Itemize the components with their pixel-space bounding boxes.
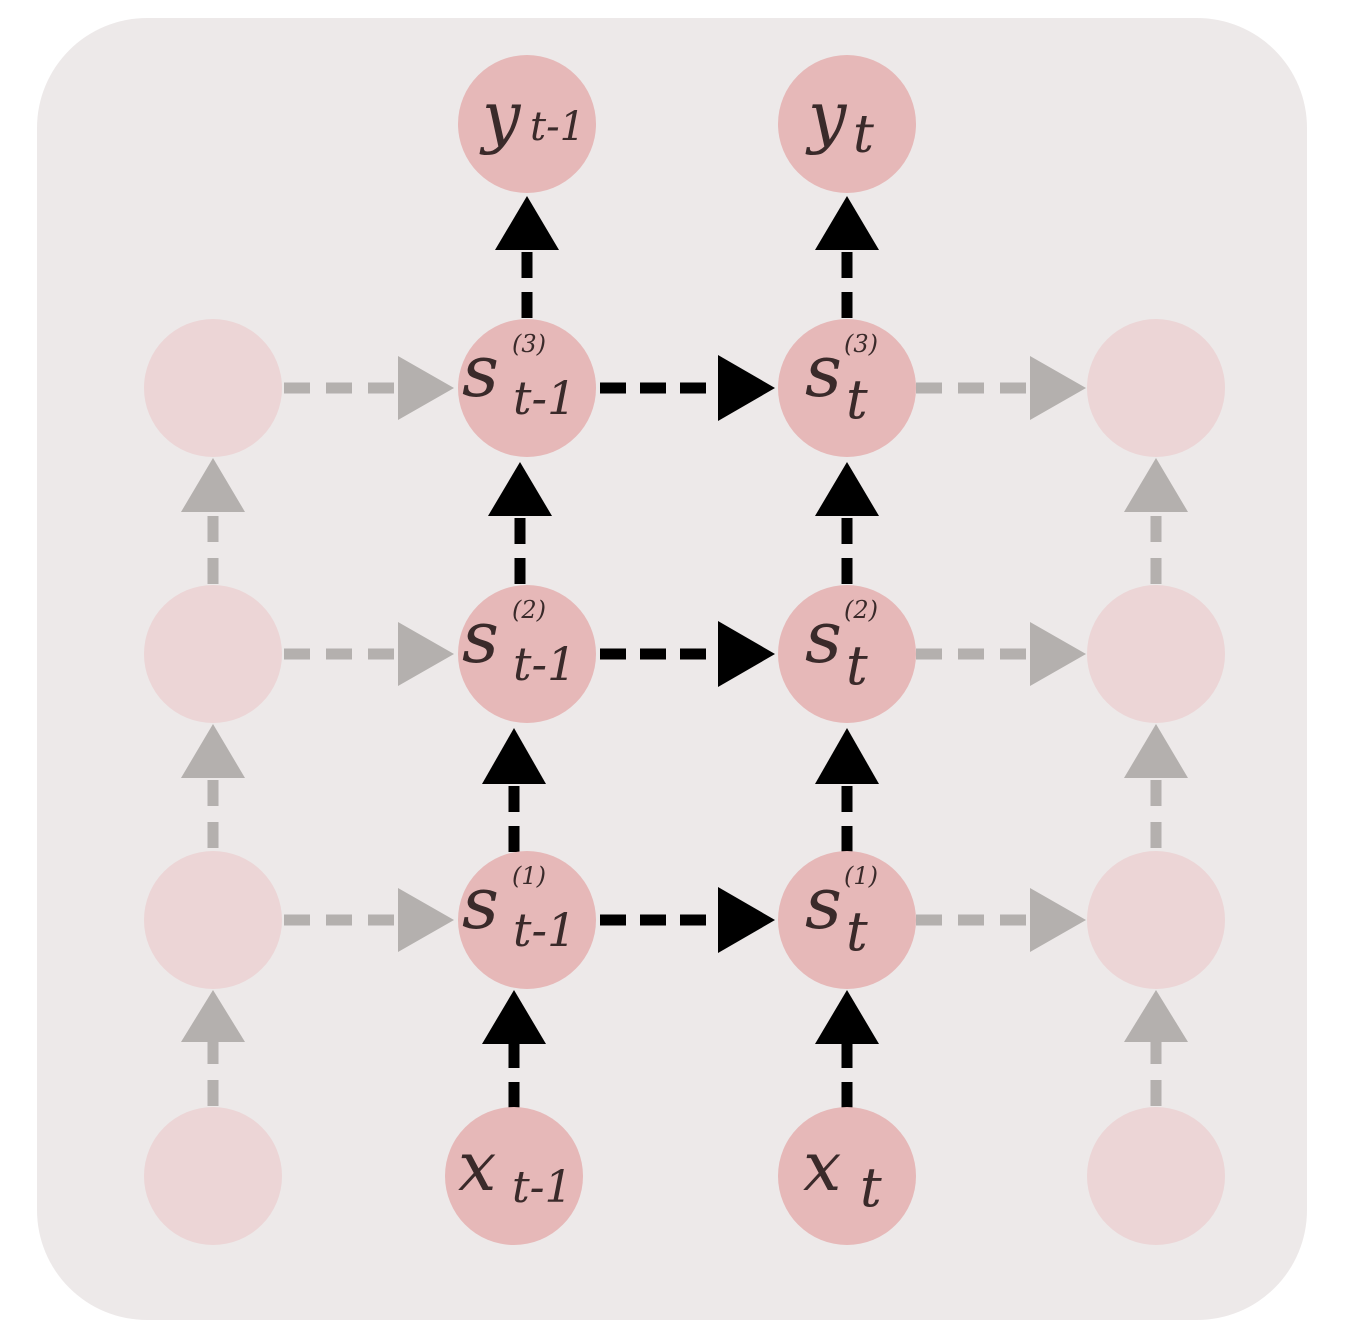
arrowhead bbox=[1030, 356, 1086, 420]
label-subscript: t-1 bbox=[513, 903, 576, 957]
label-y-curr: y t bbox=[805, 78, 874, 165]
label-s3-curr: s (3) t bbox=[805, 329, 878, 431]
label-y-prev: y t-1 bbox=[479, 78, 585, 157]
node-s3-curr bbox=[778, 319, 916, 457]
node-x-prev bbox=[445, 1107, 583, 1245]
label-base: s bbox=[462, 595, 499, 679]
active-edges bbox=[508, 248, 853, 1108]
arrowhead bbox=[718, 355, 775, 421]
faded-edges bbox=[207, 382, 1162, 1106]
diagram-panel bbox=[37, 18, 1307, 1320]
arrowhead bbox=[482, 728, 546, 784]
node-right-s1 bbox=[1087, 851, 1225, 989]
active-nodes bbox=[445, 55, 916, 1245]
label-superscript: (3) bbox=[844, 330, 878, 358]
active-arrowheads bbox=[482, 196, 879, 1044]
node-s2-curr bbox=[778, 585, 916, 723]
arrowhead bbox=[1030, 622, 1086, 686]
label-subscript: t bbox=[846, 900, 868, 963]
label-subscript: t bbox=[853, 105, 874, 165]
label-subscript: t-1 bbox=[513, 371, 576, 425]
label-s1-prev: s (1) t-1 bbox=[462, 861, 576, 957]
label-superscript: (2) bbox=[512, 596, 546, 624]
arrowhead bbox=[482, 990, 546, 1044]
label-base: s bbox=[462, 329, 499, 413]
label-base: s bbox=[805, 861, 842, 945]
node-s2-prev bbox=[458, 585, 596, 723]
node-right-s2 bbox=[1087, 585, 1225, 723]
label-base: s bbox=[805, 595, 842, 679]
arrowhead bbox=[815, 462, 879, 516]
label-superscript: (1) bbox=[512, 862, 546, 890]
label-base: s bbox=[805, 329, 842, 413]
label-base: y bbox=[479, 78, 522, 157]
label-superscript: (2) bbox=[844, 596, 878, 624]
arrowhead bbox=[718, 887, 775, 953]
arrowhead bbox=[488, 462, 552, 516]
arrowhead bbox=[495, 196, 559, 250]
label-subscript: t-1 bbox=[530, 104, 585, 150]
node-left-s1 bbox=[144, 851, 282, 989]
label-superscript: (1) bbox=[844, 862, 878, 890]
arrowhead bbox=[1124, 458, 1188, 512]
node-s1-curr bbox=[778, 851, 916, 989]
arrowhead bbox=[181, 990, 245, 1042]
node-x-curr bbox=[778, 1107, 916, 1245]
node-right-input bbox=[1087, 1107, 1225, 1245]
label-s1-curr: s (1) t bbox=[805, 861, 878, 963]
arrowhead bbox=[718, 621, 775, 687]
label-subscript: t bbox=[846, 634, 868, 697]
node-left-s3 bbox=[144, 319, 282, 457]
arrowhead bbox=[181, 724, 245, 778]
arrowhead bbox=[398, 888, 454, 952]
label-subscript: t-1 bbox=[512, 1162, 573, 1213]
node-y-curr bbox=[778, 55, 916, 193]
label-base: y bbox=[805, 78, 848, 157]
node-right-s3 bbox=[1087, 319, 1225, 457]
label-base: s bbox=[462, 861, 499, 945]
label-s2-curr: s (2) t bbox=[805, 595, 878, 697]
label-s2-prev: s (2) t-1 bbox=[462, 595, 576, 691]
arrowhead bbox=[181, 458, 245, 512]
label-subscript: t bbox=[846, 368, 868, 431]
arrowhead bbox=[1030, 888, 1086, 952]
arrowhead bbox=[815, 196, 879, 250]
arrowhead bbox=[815, 990, 879, 1044]
faded-nodes bbox=[144, 319, 1225, 1245]
node-s1-prev bbox=[458, 851, 596, 989]
faded-arrowheads bbox=[181, 356, 1188, 1042]
arrowhead bbox=[1124, 990, 1188, 1042]
node-s3-prev bbox=[458, 319, 596, 457]
arrowhead bbox=[1124, 724, 1188, 778]
label-superscript: (3) bbox=[512, 330, 546, 358]
label-base: x bbox=[803, 1128, 841, 1207]
label-subscript: t bbox=[860, 1156, 882, 1219]
label-base: x bbox=[458, 1128, 496, 1207]
label-subscript: t-1 bbox=[513, 637, 576, 691]
label-s3-prev: s (3) t-1 bbox=[462, 329, 576, 425]
arrowhead bbox=[398, 356, 454, 420]
node-left-s2 bbox=[144, 585, 282, 723]
arrowhead bbox=[398, 622, 454, 686]
label-x-prev: x t-1 bbox=[458, 1128, 573, 1213]
node-left-input bbox=[144, 1107, 282, 1245]
arrowhead bbox=[815, 728, 879, 784]
label-x-curr: x t bbox=[803, 1128, 882, 1219]
node-y-prev bbox=[458, 55, 596, 193]
